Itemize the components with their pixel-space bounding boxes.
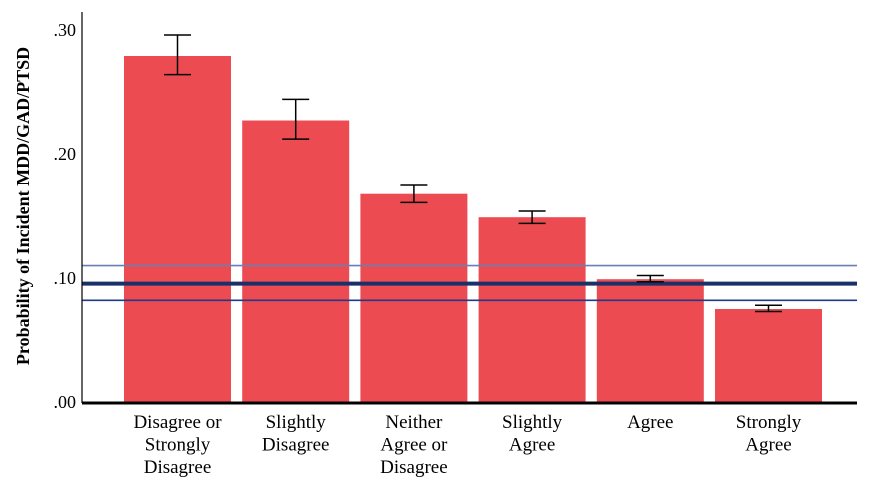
bars	[124, 56, 822, 402]
y-tick-label: .30	[54, 20, 77, 40]
y-tick-label: .00	[54, 392, 77, 412]
x-category-label-line: Disagree	[380, 457, 448, 478]
y-tick-label: .20	[54, 144, 77, 164]
reference-lines	[82, 264, 857, 302]
x-category-label-line: Agree	[509, 435, 555, 456]
error-bar	[282, 98, 310, 140]
x-category-label: Neither Agree or Disagree	[380, 412, 448, 478]
x-category-label: Slightly Disagree	[262, 412, 330, 456]
bar	[360, 193, 468, 402]
error-bar	[400, 184, 428, 204]
x-category-label-line: Agree	[627, 412, 673, 433]
x-category-label-line: Agree	[745, 435, 791, 456]
y-axis-ticks: .00 .10 .20 .30	[54, 20, 77, 412]
x-category-label-line: Strongly	[736, 412, 802, 433]
bar	[715, 309, 822, 402]
x-category-label: Disagree or Strongly Disagree	[133, 412, 222, 478]
x-category-label-line: Disagree	[144, 457, 212, 478]
error-bar	[164, 34, 191, 76]
x-category-label: Agree	[627, 412, 673, 433]
x-category-label-line: Slightly	[266, 412, 327, 433]
error-bar	[636, 274, 664, 283]
error-bar	[518, 210, 546, 225]
bar	[478, 217, 586, 402]
y-axis-title: Probability of Incident MDD/GAD/PTSD	[13, 47, 33, 365]
x-category-label-line: Disagree	[262, 435, 330, 456]
x-category-label-line: Agree or	[380, 435, 448, 456]
y-tick-label: .10	[54, 268, 77, 288]
x-category-label-line: Slightly	[502, 412, 563, 433]
bar	[124, 56, 231, 402]
bar	[242, 120, 350, 402]
x-category-label: Slightly Agree	[502, 412, 563, 456]
x-category-label: Strongly Agree	[736, 412, 802, 456]
x-category-label-line: Strongly	[145, 435, 211, 456]
error-bars	[164, 34, 782, 313]
axes	[81, 12, 857, 405]
x-category-label-line: Disagree or	[133, 412, 222, 433]
bar	[596, 279, 704, 402]
error-bar	[755, 304, 782, 313]
x-category-label-line: Neither	[385, 412, 443, 433]
